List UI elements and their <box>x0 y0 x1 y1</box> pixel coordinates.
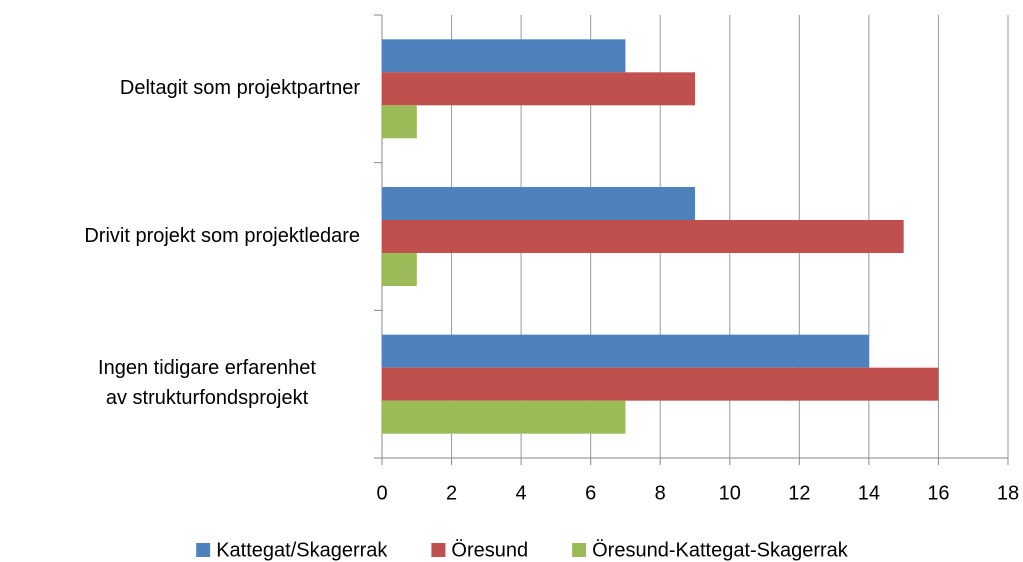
legend-label: Kattegat/Skagerrak <box>216 539 388 561</box>
bar <box>382 72 695 106</box>
legend-swatch <box>196 543 211 557</box>
bar <box>382 105 417 139</box>
bar <box>382 187 695 220</box>
x-tick-label: 4 <box>516 482 527 504</box>
x-tick-label: 14 <box>858 482 880 504</box>
bar <box>382 334 869 368</box>
x-tick-label: 6 <box>585 482 596 504</box>
y-tick-label: Ingen tidigare erfarenhet av strukturfond… <box>98 357 316 409</box>
bar <box>382 39 626 73</box>
x-tick-label: 10 <box>719 482 741 504</box>
bar <box>382 220 904 253</box>
x-tick-label: 18 <box>997 482 1019 504</box>
legend-swatch <box>431 543 446 557</box>
x-tick-label: 8 <box>655 482 666 504</box>
legend-label: Öresund <box>451 539 528 561</box>
x-tick-label: 0 <box>376 482 387 504</box>
bar <box>382 253 417 286</box>
bar <box>382 400 626 434</box>
x-tick-label: 2 <box>446 482 457 504</box>
x-tick-label: 16 <box>927 482 949 504</box>
legend-label: Öresund-Kattegat-Skagerrak <box>592 539 849 561</box>
bar <box>382 367 939 401</box>
x-tick-label: 12 <box>788 482 810 504</box>
y-tick-label: Drivit projekt som projektledare <box>84 225 360 247</box>
y-tick-label: Deltagit som projektpartner <box>120 77 360 99</box>
legend-swatch <box>572 543 587 557</box>
